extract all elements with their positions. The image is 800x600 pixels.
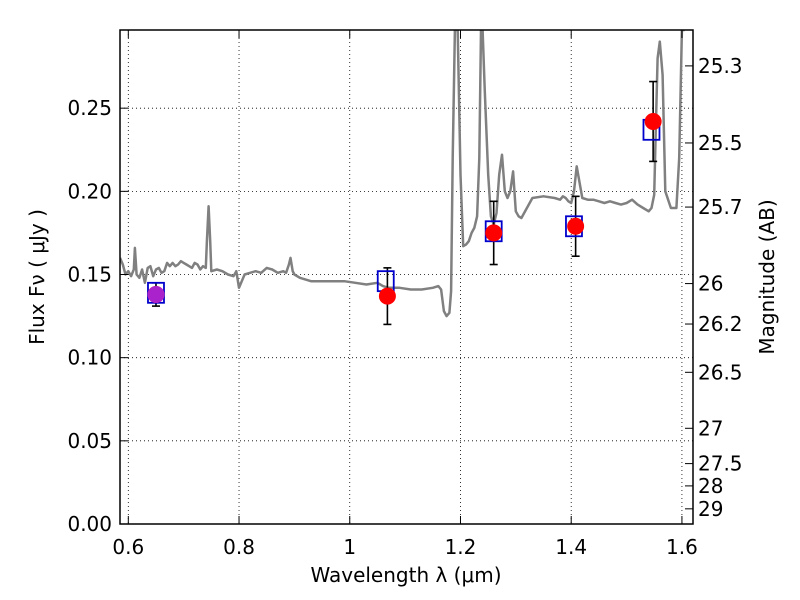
y-tick-label: 0.10 [67,346,112,370]
plot-area [120,30,685,326]
y2-tick-label: 25.7 [698,195,743,219]
x-tick-label: 1 [343,535,356,559]
y2-tick-label: 25.3 [698,54,743,78]
y2-tick-label: 27.5 [698,452,743,476]
y2-tick-label: 26.2 [698,312,743,336]
y2-tick-label: 29 [698,497,723,521]
observed-point [567,217,585,235]
x-tick-label: 1.4 [555,535,587,559]
x-tick-label: 1.2 [445,535,477,559]
y-axis-title: Flux Fν ( μJy ) [25,209,49,345]
y-tick-label: 0.20 [67,179,112,203]
y-tick-label: 0.15 [67,263,112,287]
x-tick-label: 0.8 [223,535,255,559]
y2-tick-label: 26 [698,272,723,296]
y2-tick-label: 27 [698,416,723,440]
x-tick-label: 1.6 [666,535,698,559]
y2-tick-label: 28 [698,474,723,498]
plot-frame [119,29,694,525]
ticks: 0.6 0.8 1 1.2 1.4 1.6 0.00 0.05 0.10 0.15 0.20 0.25… [67,30,743,559]
model-spectrum-line [120,30,685,318]
observed-point [378,287,396,305]
observed-point [485,224,503,242]
x-axis-title: Wavelength λ (μm) [310,563,501,587]
x-tick-label: 0.6 [112,535,144,559]
y2-tick-label: 26.5 [698,360,743,384]
observed-point [644,112,662,130]
y-tick-label: 0.00 [67,512,112,536]
y-tick-label: 0.05 [67,429,112,453]
y-tick-label: 0.25 [67,96,112,120]
y2-tick-label: 25.5 [698,131,743,155]
special-observed-point [147,285,165,303]
y2-axis-title: Magnitude (AB) [755,199,779,354]
